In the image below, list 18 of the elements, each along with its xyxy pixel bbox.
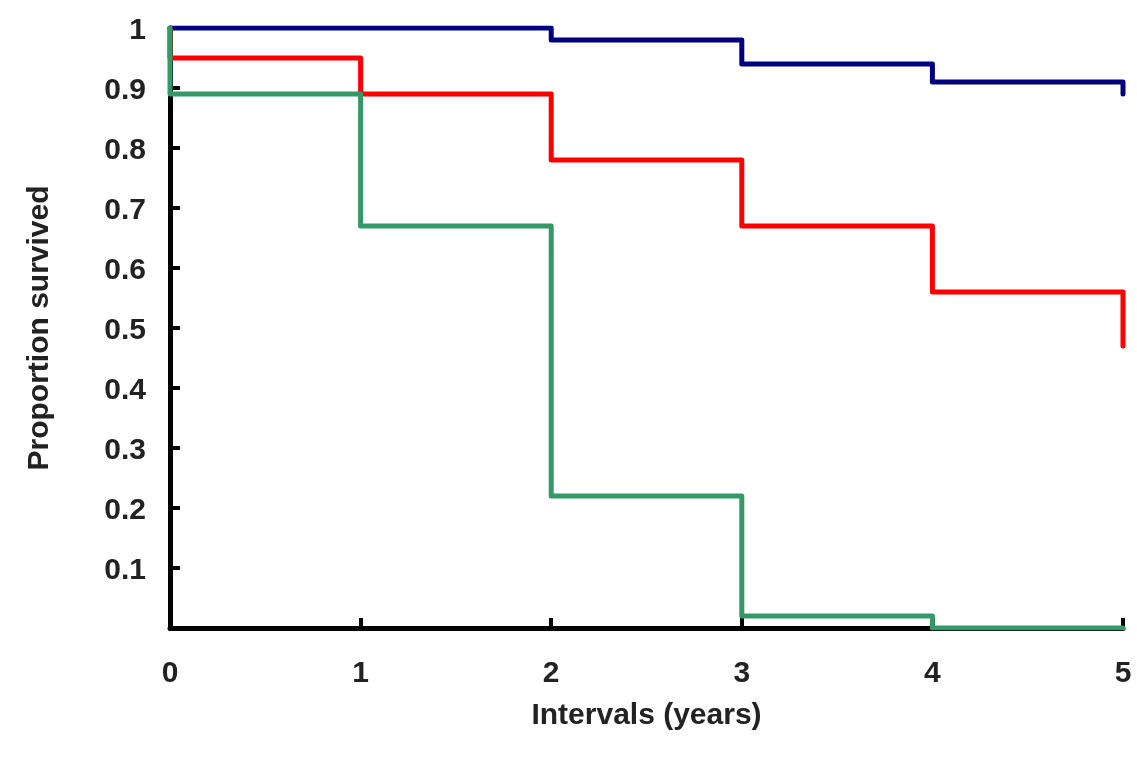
y-tick-label: 0.1 — [104, 551, 146, 585]
y-tick-label: 0.8 — [104, 131, 146, 165]
x-tick-label: 1 — [352, 654, 369, 688]
x-tick-label: 2 — [542, 654, 560, 688]
y-tick-label: 0.9 — [104, 71, 146, 105]
x-axis-title: Intervals (years) — [531, 696, 762, 730]
x-tick-label: 0 — [161, 654, 179, 688]
x-tick-label: 3 — [733, 654, 751, 688]
y-tick-label: 0.7 — [104, 191, 146, 225]
y-tick-label: 1 — [129, 11, 146, 45]
y-axis-title: Proportion survived — [20, 185, 54, 471]
y-tick-label: 0.6 — [104, 251, 146, 285]
y-tick-label: 0.5 — [104, 311, 146, 345]
y-tick-label: 0.3 — [104, 431, 146, 465]
y-tick-label: 0.4 — [104, 371, 147, 405]
y-tick-label: 0.2 — [104, 491, 146, 525]
x-tick-label: 5 — [1114, 654, 1132, 688]
x-tick-label: 4 — [924, 654, 942, 688]
